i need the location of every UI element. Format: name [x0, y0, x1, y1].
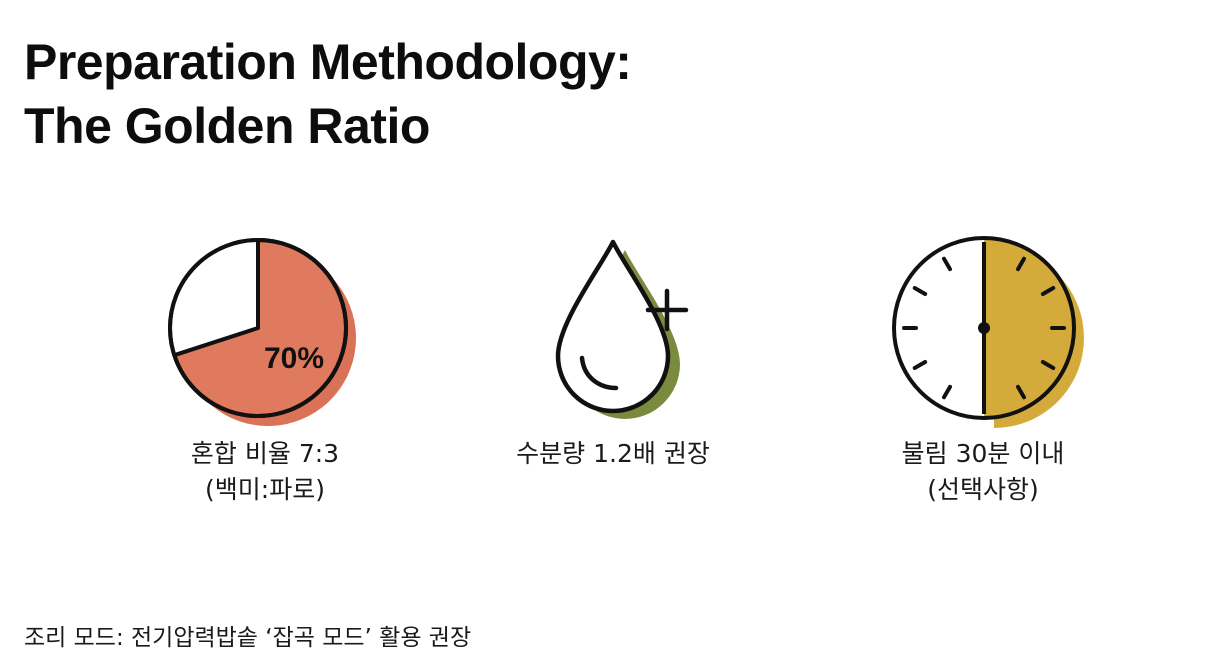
- clock-tick: [942, 384, 952, 400]
- clock-tick: [1016, 384, 1026, 400]
- soak-card: 불림 30분 이내 (선택사항): [833, 228, 1133, 508]
- clock-ticks: [902, 256, 1066, 400]
- clock-tick: [912, 286, 928, 296]
- ratio-card: 70% 혼합 비율 7:3 (백미:파로): [115, 228, 415, 508]
- drop-highlight: [579, 355, 619, 391]
- page-title-line2: The Golden Ratio: [24, 98, 430, 154]
- ratio-caption-line2: (백미:파로): [205, 475, 325, 504]
- clock-half-fill: [984, 238, 1074, 418]
- water-caption-line1: 수분량 1.2배 권장: [516, 439, 710, 468]
- clock-tick: [1040, 360, 1056, 370]
- water-drop-plus-icon: [555, 239, 689, 419]
- cooking-mode-note: 조리 모드: 전기압력밥솥 ‘잡곡 모드’ 활용 권장: [24, 625, 472, 651]
- soak-caption-line1: 불림 30분 이내: [901, 439, 1065, 468]
- drop-outline: [555, 239, 671, 414]
- pie-percent-label: 70%: [264, 342, 324, 375]
- water-caption: 수분량 1.2배 권장: [463, 436, 763, 472]
- clock-outline: [892, 236, 1076, 420]
- clock-half-icon: [892, 236, 1084, 428]
- clock-tick: [942, 256, 952, 272]
- clock-tick: [1016, 256, 1026, 272]
- pie-chart-icon: 70%: [168, 238, 356, 426]
- soak-caption-line2: (선택사항): [927, 475, 1039, 504]
- plus-icon: [645, 288, 689, 332]
- water-card: 수분량 1.2배 권장: [463, 228, 763, 472]
- clock-center: [978, 322, 990, 334]
- ratio-caption: 혼합 비율 7:3 (백미:파로): [115, 436, 415, 508]
- clock-tick: [1040, 286, 1056, 296]
- page-title: Preparation Methodology: The Golden Rati…: [24, 30, 632, 158]
- ratio-caption-line1: 혼합 비율 7:3: [190, 439, 340, 468]
- soak-caption: 불림 30분 이내 (선택사항): [833, 436, 1133, 508]
- page-title-line1: Preparation Methodology:: [24, 34, 632, 90]
- pie-outline: [168, 238, 348, 418]
- clock-tick: [912, 360, 928, 370]
